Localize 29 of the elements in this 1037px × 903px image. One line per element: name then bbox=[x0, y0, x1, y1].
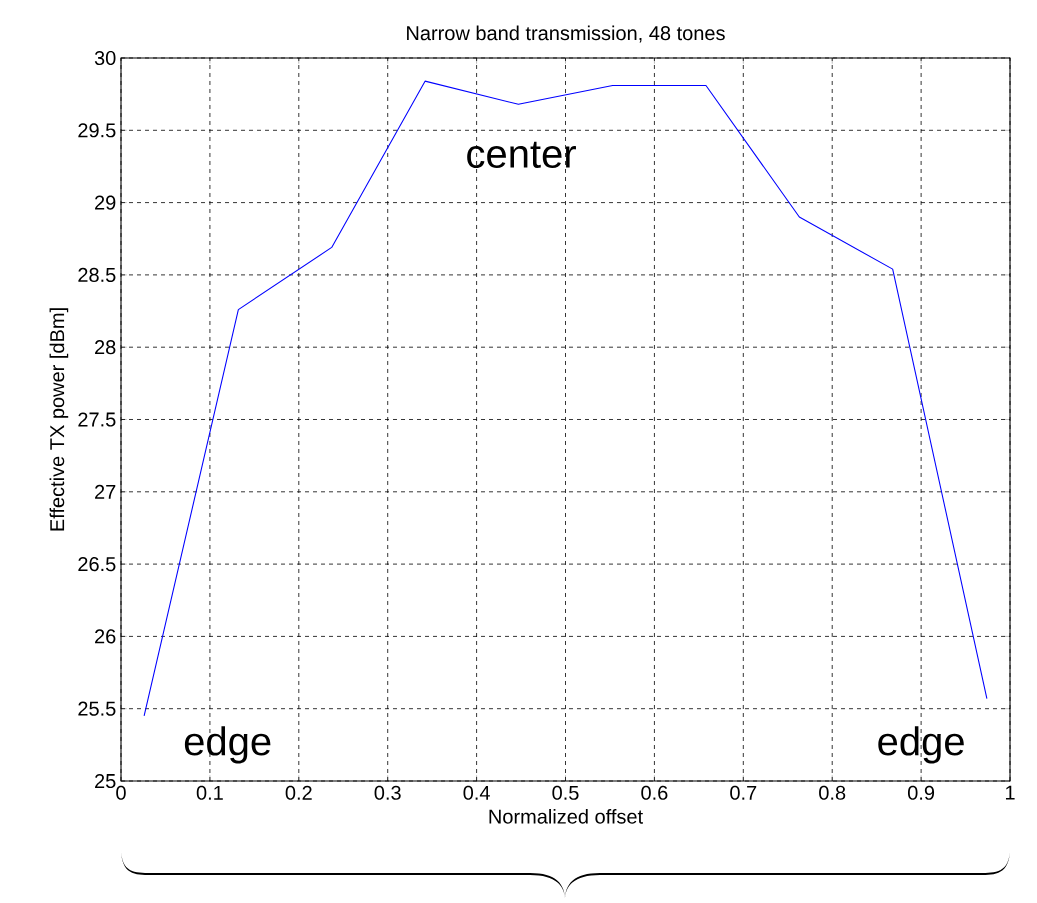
x-tick-label: 1 bbox=[1005, 785, 1015, 800]
y-tick-label: 30 bbox=[94, 50, 116, 66]
y-tick-label: 26 bbox=[95, 629, 116, 644]
annotation: center bbox=[467, 141, 576, 169]
annotation: edge bbox=[184, 726, 271, 764]
y-axis-title: Effective TX power [dBm] bbox=[49, 308, 69, 531]
y-tick-label: 25.5 bbox=[78, 701, 116, 716]
x-tick-label: 0.2 bbox=[285, 785, 312, 800]
y-tick-label: 29 bbox=[95, 195, 116, 210]
y-tick-label: 25 bbox=[95, 773, 116, 789]
y-tick-label: 29.5 bbox=[78, 123, 116, 138]
y-tick-label: 28.5 bbox=[78, 267, 116, 282]
y-tick-label: 28 bbox=[95, 340, 116, 355]
annotation: edge bbox=[878, 726, 964, 764]
y-tick-label: 27.5 bbox=[78, 412, 116, 427]
x-axis-title: Normalized offset bbox=[489, 809, 643, 824]
x-tick-label: 0.1 bbox=[196, 785, 223, 800]
y-tick-label: 27 bbox=[95, 484, 116, 499]
x-tick-label: 0.8 bbox=[819, 785, 846, 800]
x-tick-label: 0.6 bbox=[641, 785, 668, 800]
x-tick-label: 0 bbox=[116, 785, 126, 800]
x-tick-label: 0.4 bbox=[463, 785, 490, 800]
y-tick-label: 26.5 bbox=[78, 557, 116, 572]
line-series bbox=[143, 80, 988, 717]
x-tick-label: 0.3 bbox=[374, 785, 401, 800]
x-tick-label: 0.7 bbox=[730, 785, 757, 800]
x-tick-label: 0.5 bbox=[552, 785, 579, 800]
x-tick-label: 0.9 bbox=[907, 785, 935, 800]
chart-title: Narrow band transmission, 48 tones bbox=[407, 25, 725, 43]
